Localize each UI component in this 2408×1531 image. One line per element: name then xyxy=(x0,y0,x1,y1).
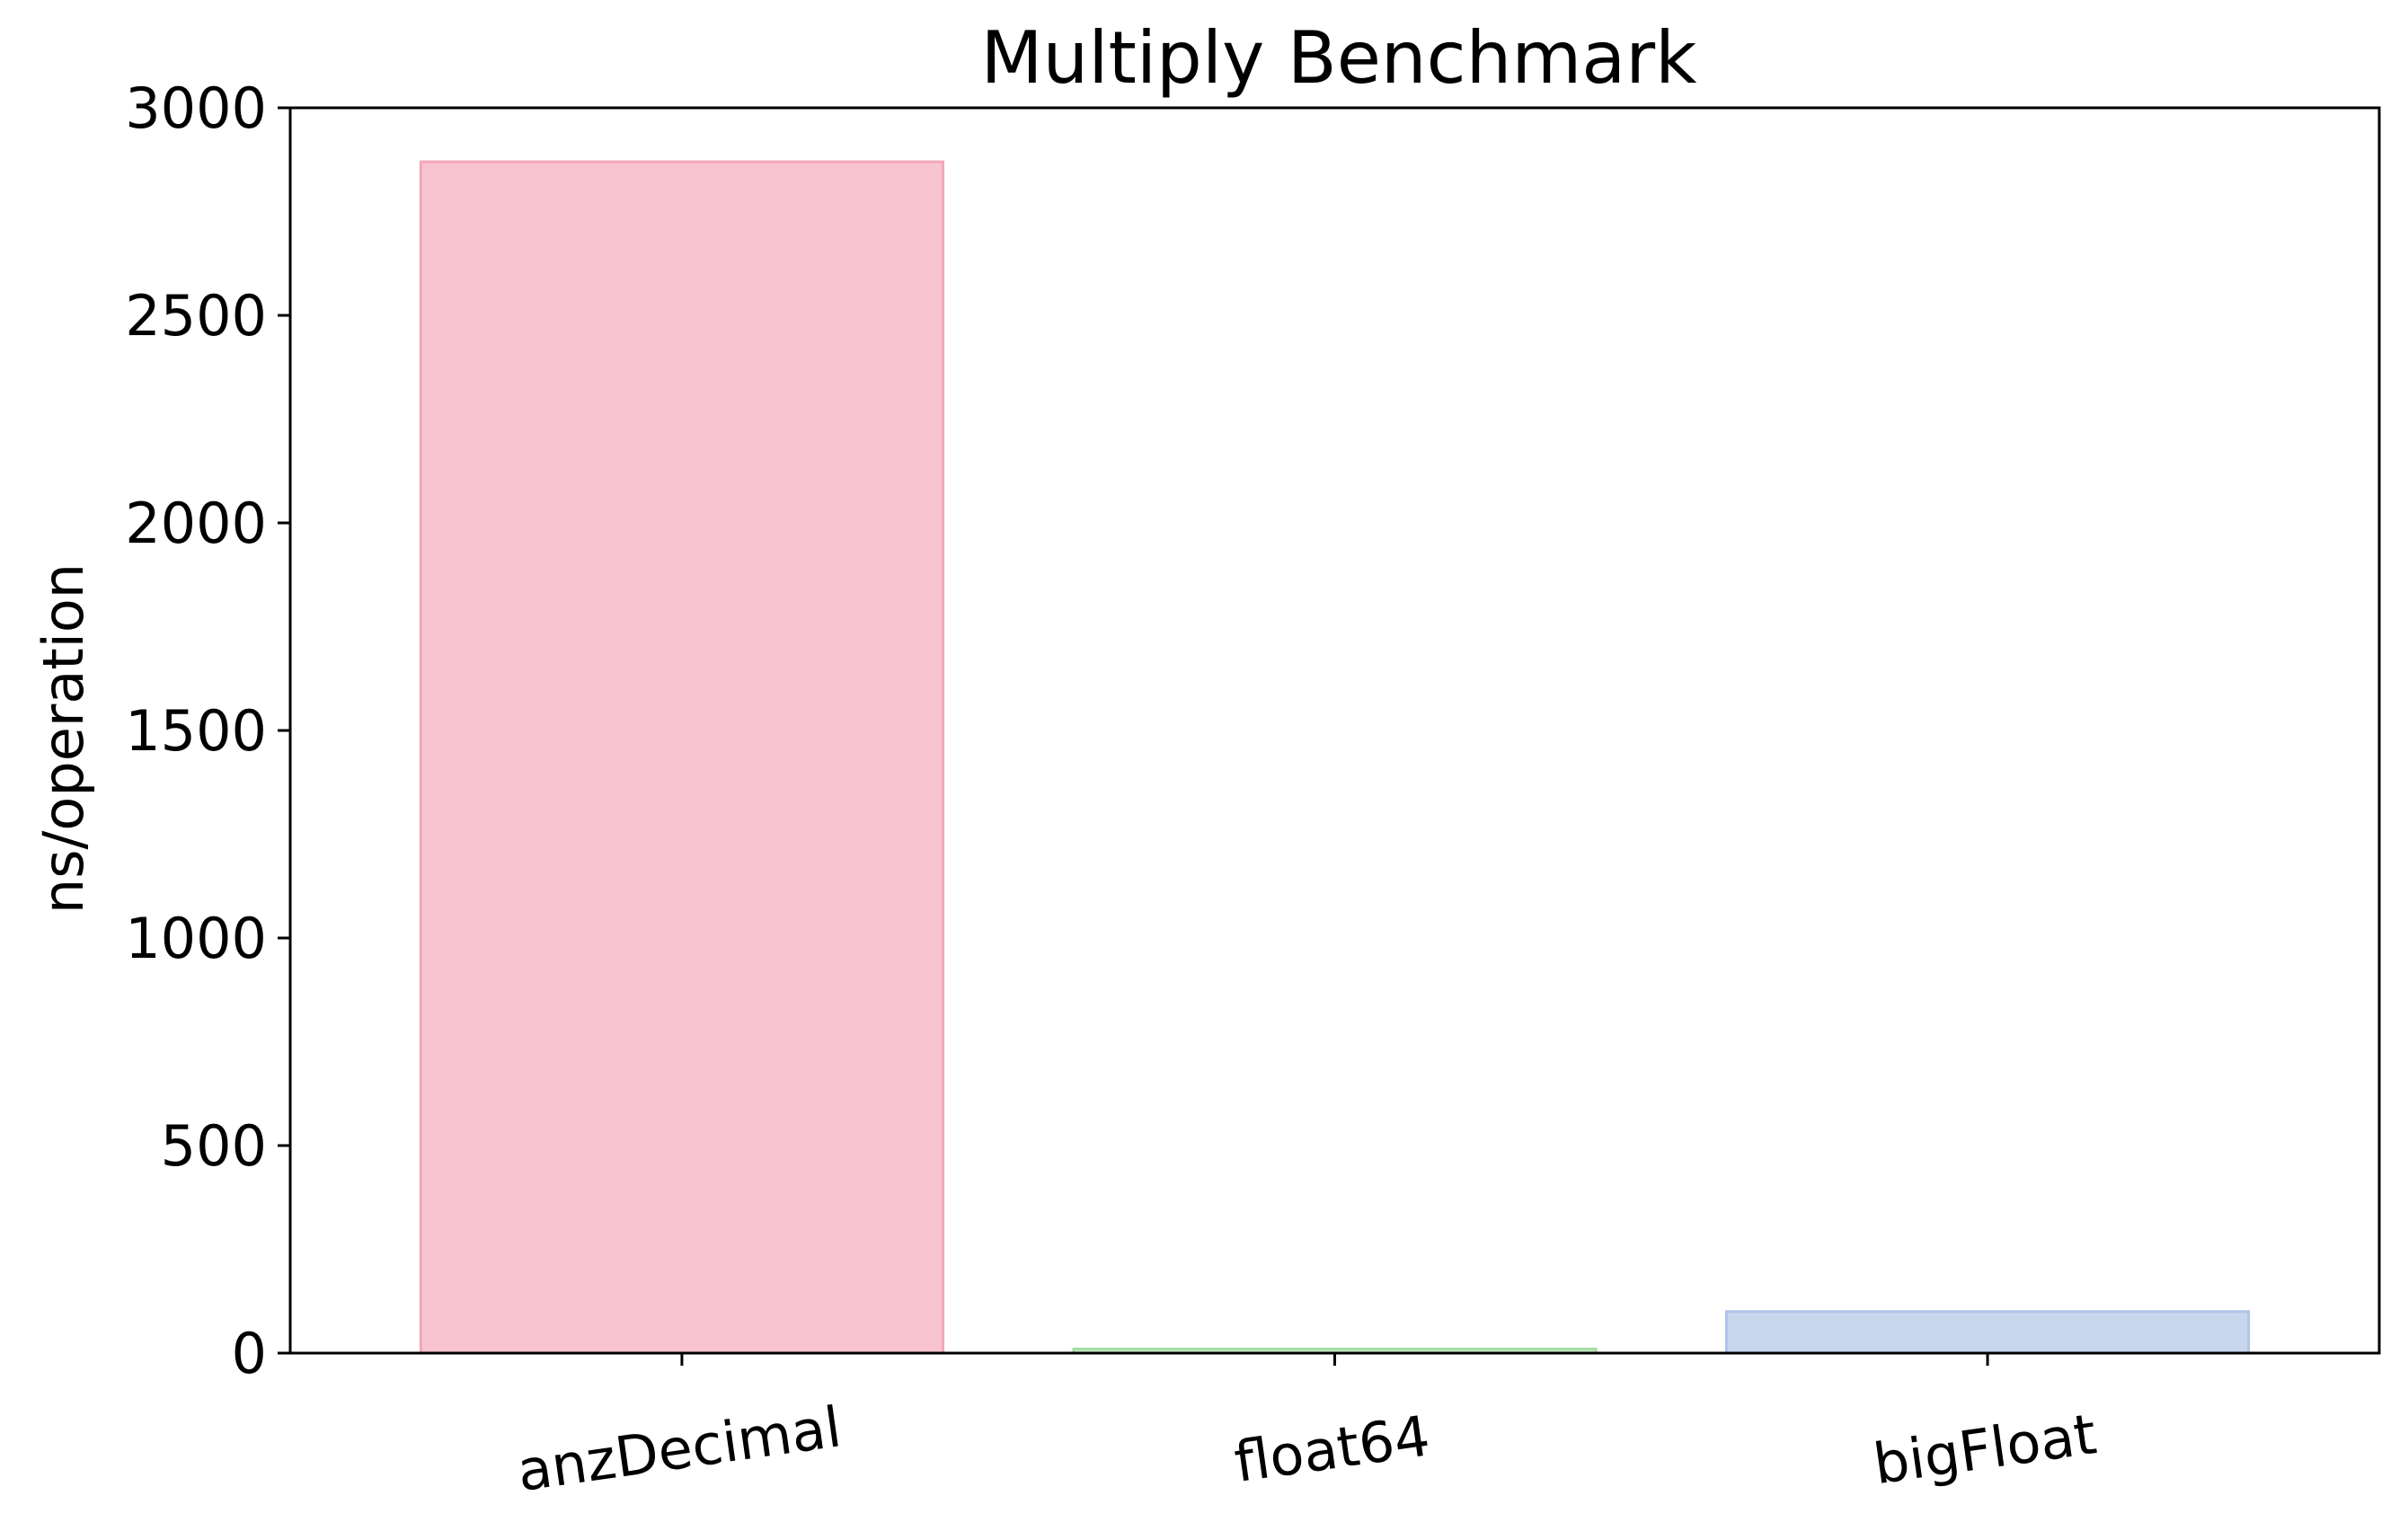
x-tick-label: float64 xyxy=(1230,1403,1433,1495)
chart-title: Multiply Benchmark xyxy=(981,16,1698,100)
bar-group xyxy=(419,160,2251,1355)
x-tick-label: bigFloat xyxy=(1870,1401,2101,1497)
y-tick-label: 1000 xyxy=(125,906,267,971)
x-tick-label: anzDecimal xyxy=(513,1394,845,1504)
y-axis-ticks: 0 500 1000 1500 2000 2500 3000 xyxy=(125,75,290,1386)
y-tick-label: 1500 xyxy=(125,698,267,764)
bar-bigFloat xyxy=(1724,1310,2251,1355)
y-tick-label: 3000 xyxy=(125,75,267,141)
y-tick-label: 500 xyxy=(161,1113,267,1179)
axes-frame xyxy=(288,106,2381,1355)
y-tick-label: 0 xyxy=(232,1321,267,1386)
y-tick-label: 2500 xyxy=(125,283,267,349)
bar-anzDecimal xyxy=(419,160,945,1355)
x-axis-ticks: anzDecimal float64 bigFloat xyxy=(513,1353,2100,1504)
y-axis-label: ns/operation xyxy=(31,563,96,914)
y-tick-label: 2000 xyxy=(125,491,267,556)
